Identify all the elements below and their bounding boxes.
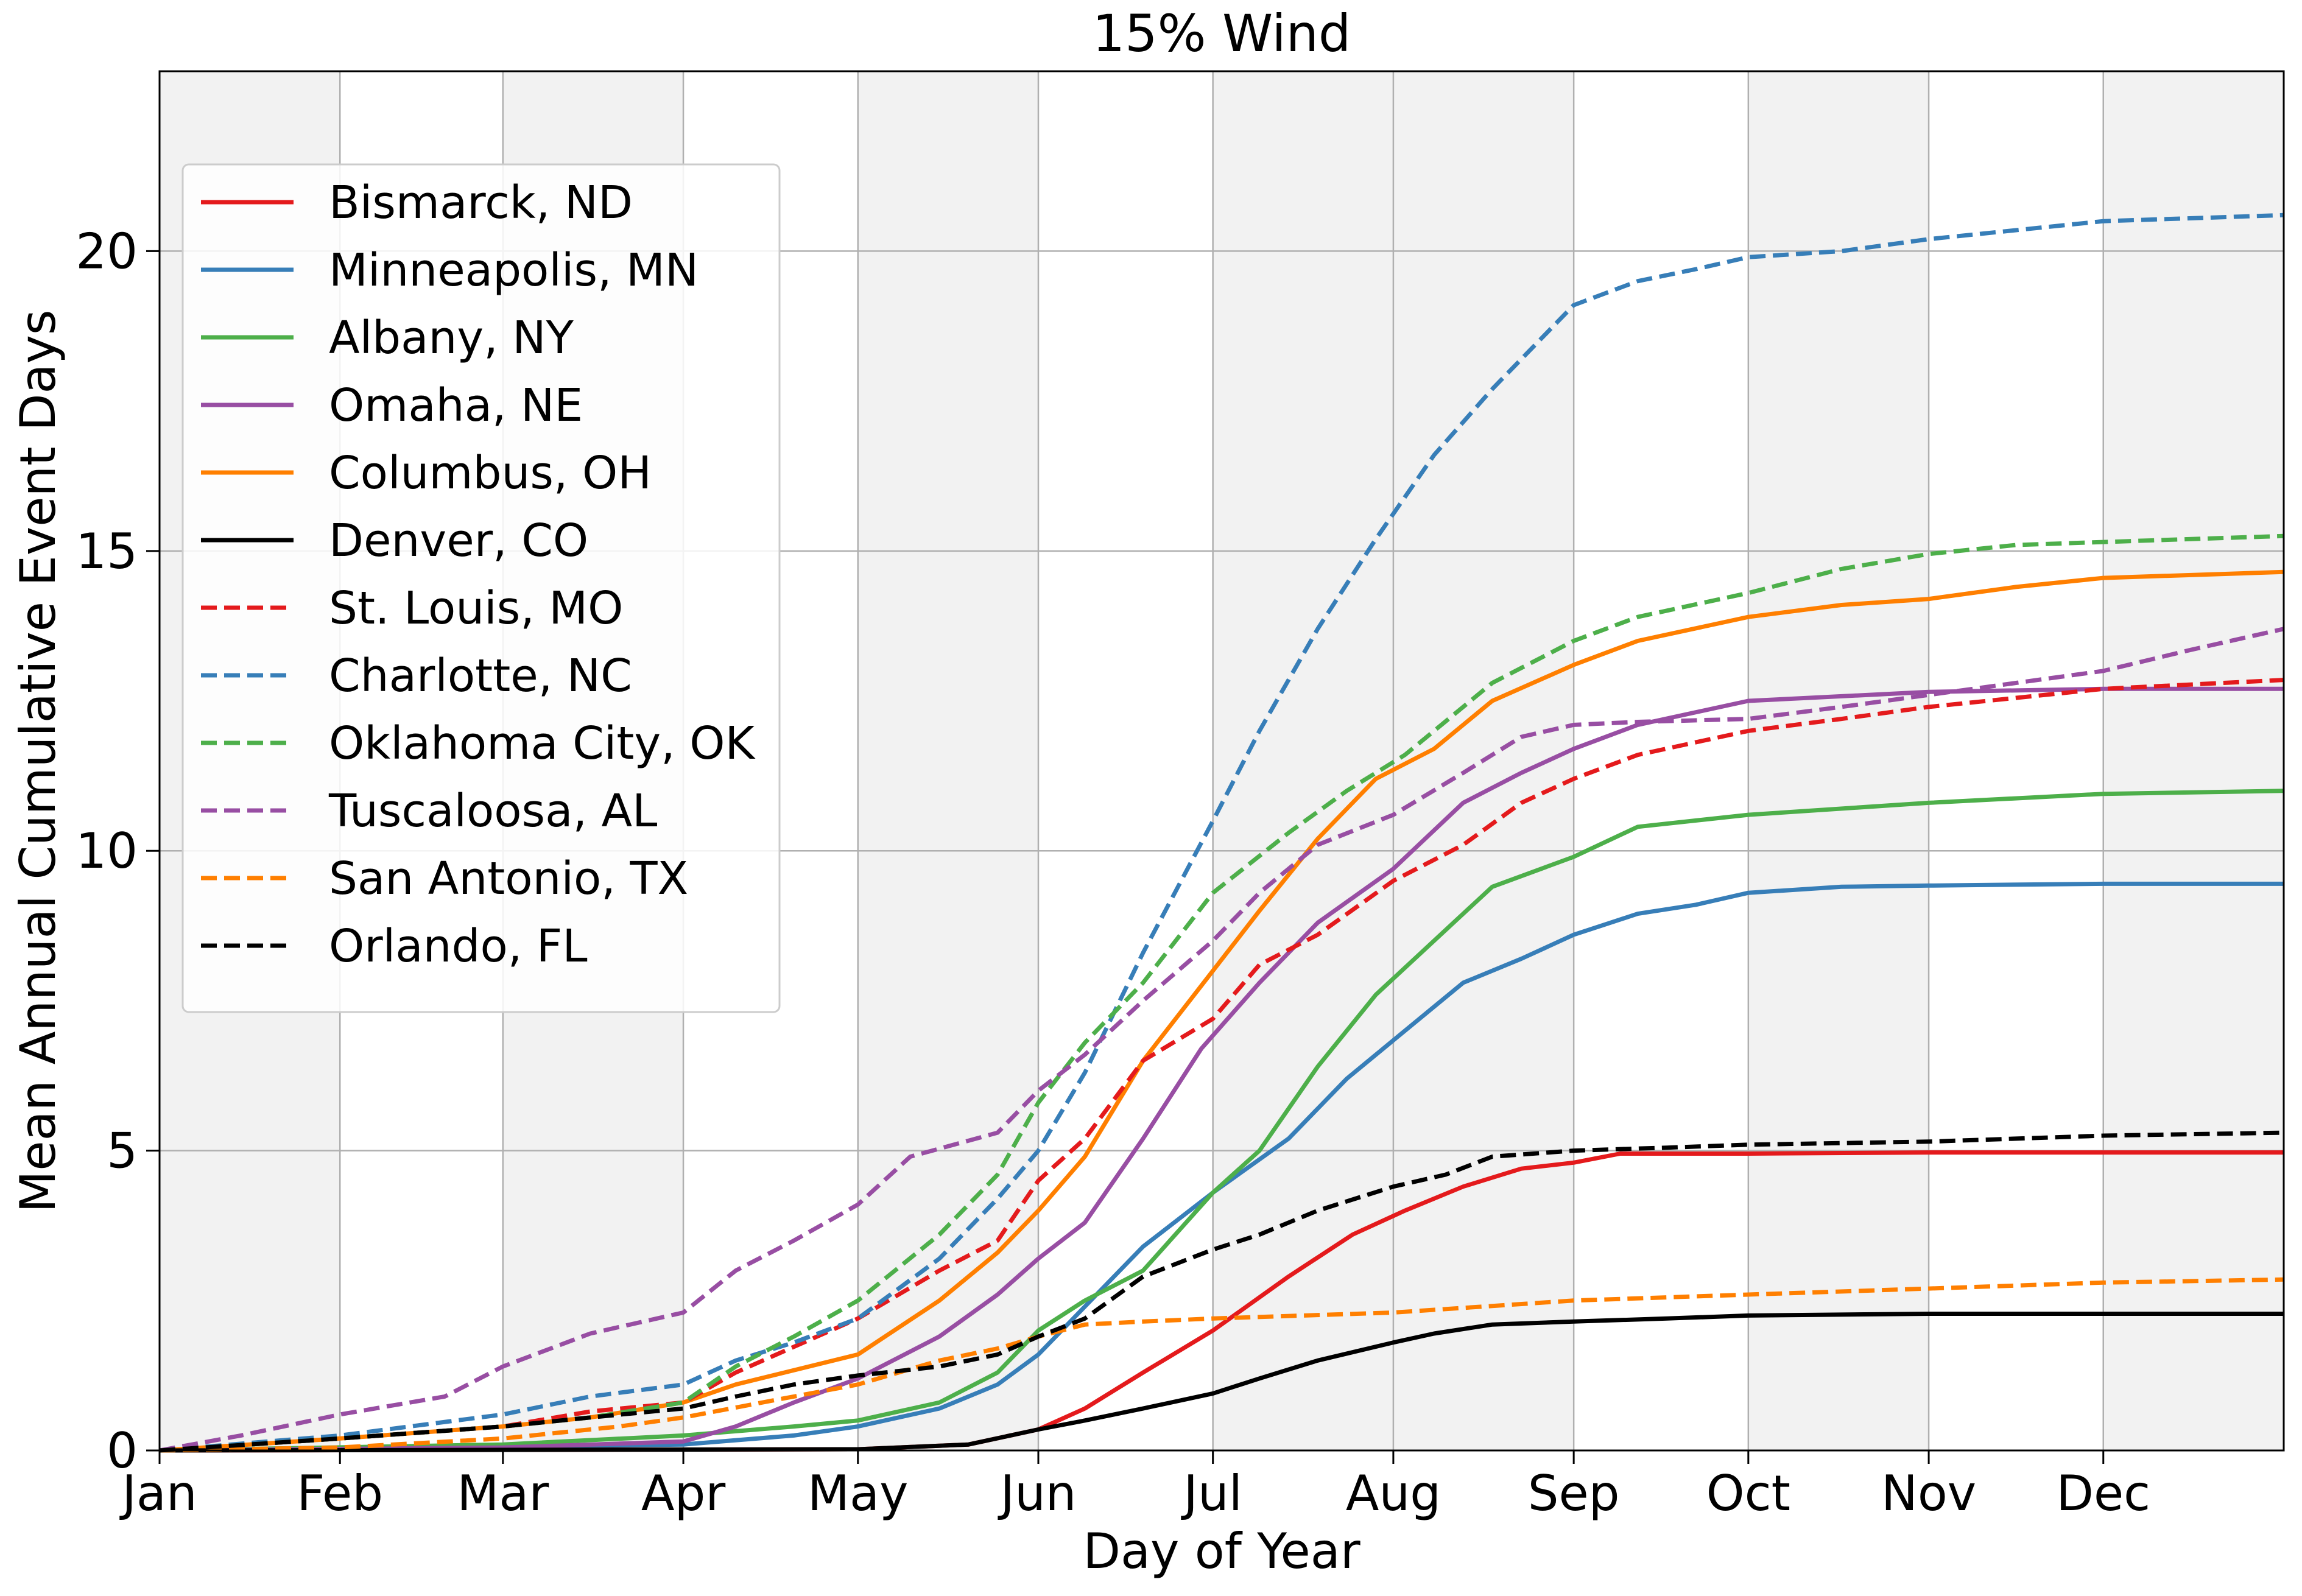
series-line-st-louis-mo (159, 678, 2284, 1453)
series-lines (159, 213, 2284, 1453)
legend: Bismarck, ND Minneapolis, MN Albany, NY Oma… (181, 163, 781, 1013)
legend-label: Minneapolis, MN (329, 244, 699, 297)
x-tick-label: Aug (1346, 1465, 1441, 1522)
series-line-denver-co (159, 1312, 2284, 1453)
plot-frame (158, 70, 2285, 1452)
x-tick-label: Jan (119, 1465, 197, 1522)
series-line-charlotte-nc (159, 213, 2284, 1453)
shaded-month-oct (1748, 71, 1929, 1450)
shaded-month-dec (2103, 71, 2284, 1450)
legend-label: Bismarck, ND (329, 177, 633, 229)
legend-label: Columbus, OH (329, 447, 652, 499)
chart-title: 15% Wind (1093, 4, 1351, 63)
shaded-month-jul (1213, 71, 1393, 1450)
series-line-tuscaloosa-al (159, 627, 2284, 1453)
legend-label: Albany, NY (329, 312, 574, 364)
x-tick-label: Jul (1180, 1465, 1242, 1522)
legend-label: Denver, CO (329, 515, 588, 567)
legend-label: Omaha, NE (329, 379, 583, 432)
axis-ticks: Jan Feb Mar Apr May Jun Jul Aug Sep Oct Nov Dec 0 5 10… (76, 223, 2150, 1522)
series-line-orlando-fl (159, 1130, 2284, 1453)
x-tick-label: Apr (641, 1465, 726, 1522)
y-tick-label: 5 (107, 1123, 138, 1179)
x-tick-label: May (808, 1465, 908, 1522)
y-tick-label: 15 (76, 523, 138, 580)
y-tick-label: 0 (107, 1422, 138, 1479)
legend-label: Orlando, FL (329, 920, 588, 972)
series-line-omaha-ne (159, 686, 2284, 1453)
y-axis-label: Mean Annual Cumulative Event Days (10, 309, 66, 1212)
y-tick-label: 10 (76, 823, 138, 879)
legend-label: St. Louis, MO (329, 582, 623, 635)
x-axis-label: Day of Year (1083, 1523, 1360, 1580)
x-tick-label: Mar (457, 1465, 549, 1522)
x-tick-label: Feb (297, 1465, 383, 1522)
x-tick-label: Oct (1706, 1465, 1790, 1522)
shaded-month-may (857, 71, 1038, 1450)
series-line-oklahoma-city-ok (159, 533, 2284, 1453)
legend-box (181, 163, 781, 1013)
legend-label: San Antonio, TX (329, 852, 688, 905)
legend-label: Charlotte, NC (329, 650, 632, 702)
legend-label: Oklahoma City, OK (329, 717, 756, 770)
legend-label: Tuscaloosa, AL (328, 785, 657, 837)
x-tick-label: Jun (997, 1465, 1076, 1522)
y-tick-label: 20 (76, 223, 138, 279)
x-tick-label: Sep (1528, 1465, 1620, 1522)
series-line-albany-ny (159, 789, 2284, 1453)
series-line-minneapolis-mn (159, 881, 2284, 1453)
x-tick-label: Nov (1881, 1465, 1976, 1522)
x-tick-label: Dec (2056, 1465, 2150, 1522)
